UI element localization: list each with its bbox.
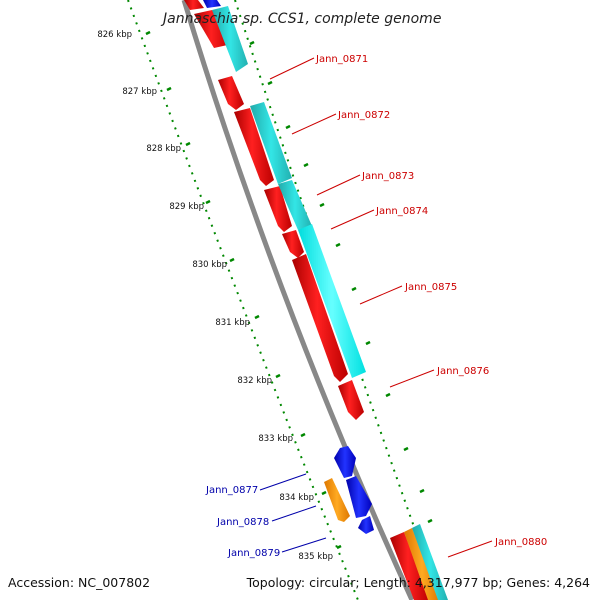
rna-block[interactable] [278, 180, 312, 230]
gene-label-jann-0871[interactable]: Jann_0871 [315, 54, 368, 65]
outer-ticks [249, 40, 433, 524]
tick-label-835: 835 kbp [298, 552, 333, 562]
gene-label-jann-0872[interactable]: Jann_0872 [337, 110, 390, 121]
gene-label-jann-0875[interactable]: Jann_0875 [404, 282, 457, 293]
gene-block[interactable] [358, 516, 374, 534]
gene-label-jann-0874[interactable]: Jann_0874 [375, 206, 428, 217]
gene-block[interactable] [324, 478, 350, 522]
gene-block[interactable] [404, 528, 440, 600]
topology-text: Topology: circular; Length: 4,317,977 bp… [246, 575, 590, 590]
gene-label-jann-0877[interactable]: Jann_0877 [205, 485, 258, 496]
gene-block[interactable] [234, 108, 274, 186]
gene-label-jann-0873[interactable]: Jann_0873 [361, 171, 414, 182]
gene-label-jann-0879[interactable]: Jann_0879 [227, 548, 280, 559]
gene-block[interactable] [338, 380, 364, 420]
genome-title: Jannaschia sp. CCS1, complete genome [160, 11, 441, 27]
gene-block[interactable] [346, 476, 372, 518]
bottom-feature-track [390, 524, 448, 600]
tick-label-828: 828 kbp [146, 144, 181, 154]
rna-block[interactable] [212, 6, 248, 72]
gene-block[interactable] [334, 446, 356, 478]
scale-labels: 826 kbp 827 kbp 828 kbp 829 kbp 830 kbp … [97, 30, 333, 562]
rna-block[interactable] [298, 224, 366, 378]
gene-label-jann-0876[interactable]: Jann_0876 [436, 366, 489, 377]
gene-block[interactable] [264, 186, 292, 232]
gene-block[interactable] [203, 0, 221, 8]
inner-ticks [145, 30, 342, 550]
tick-label-826: 826 kbp [97, 30, 132, 40]
gene-block[interactable] [184, 0, 204, 10]
forward-feature-track [184, 0, 366, 420]
gene-block[interactable] [218, 76, 244, 110]
rna-block[interactable] [412, 524, 448, 600]
gene-block[interactable] [292, 254, 348, 382]
tick-label-832: 832 kbp [237, 376, 272, 386]
gene-label-jann-0878[interactable]: Jann_0878 [216, 517, 269, 528]
label-leader-lines [259, 57, 493, 558]
gene-block[interactable] [194, 10, 232, 48]
tick-label-831: 831 kbp [215, 318, 250, 328]
rna-block[interactable] [250, 102, 292, 184]
gene-block[interactable] [390, 532, 430, 600]
tick-label-834: 834 kbp [279, 493, 314, 503]
tick-label-829: 829 kbp [169, 202, 204, 212]
inner-dotted-guide [127, 0, 359, 600]
tick-label-827: 827 kbp [122, 87, 157, 97]
tick-label-833: 833 kbp [258, 434, 293, 444]
tick-label-830: 830 kbp [192, 260, 227, 270]
gene-block[interactable] [282, 230, 304, 258]
reverse-feature-track [324, 446, 374, 534]
genome-backbone [181, 0, 415, 600]
gene-labels: Jann_0871 Jann_0872 Jann_0873 Jann_0874 … [205, 54, 547, 559]
gene-label-jann-0880[interactable]: Jann_0880 [494, 537, 547, 548]
accession-text: Accession: NC_007802 [8, 575, 150, 590]
